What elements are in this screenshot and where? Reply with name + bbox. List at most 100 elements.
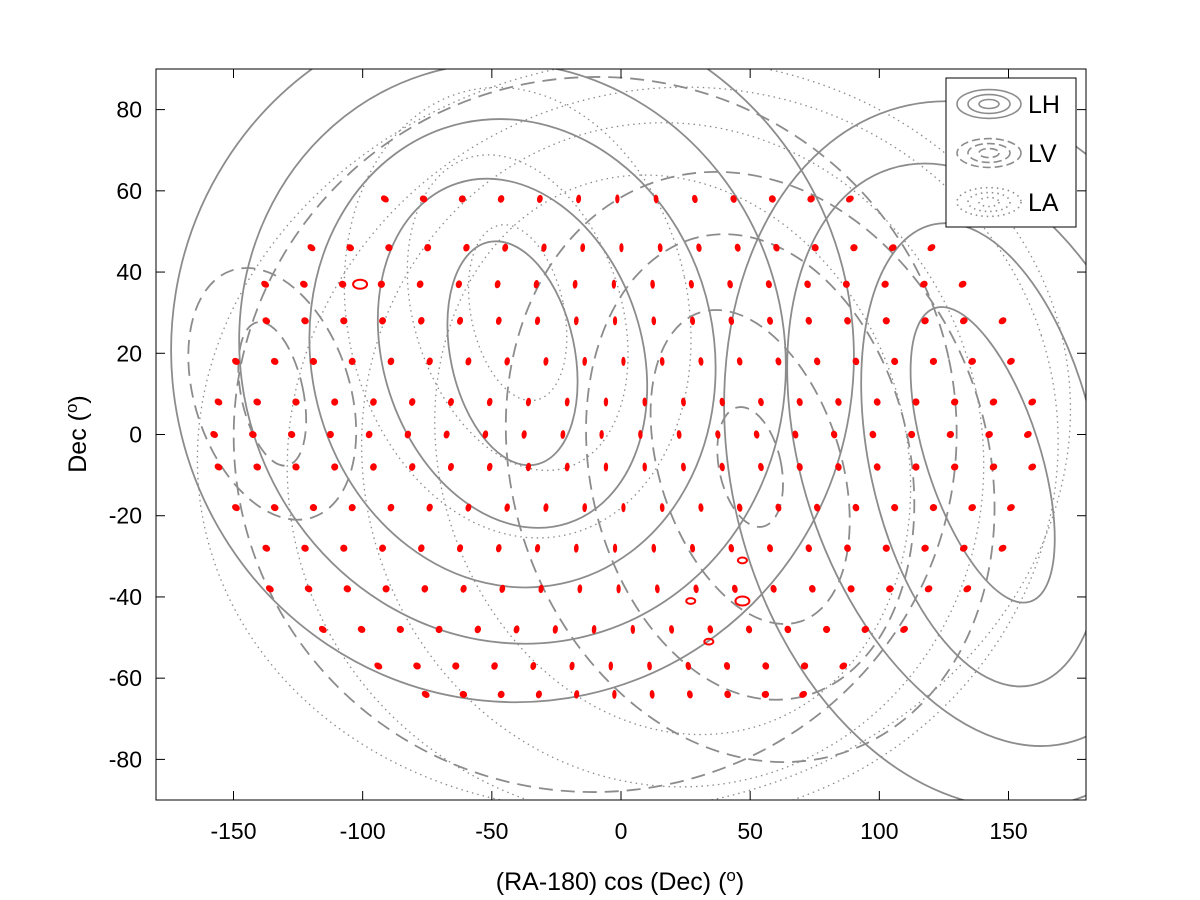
beam-marker	[603, 397, 609, 407]
beam-marker	[387, 357, 395, 366]
legend-item-lh: LH	[956, 88, 1060, 120]
beam-marker	[612, 543, 618, 553]
beam-marker	[873, 398, 881, 406]
beam-marker	[731, 584, 738, 593]
beam-marker	[292, 398, 300, 406]
beam-marker	[463, 243, 470, 252]
beam-marker	[728, 316, 735, 325]
beam-marker	[1007, 504, 1015, 512]
contour-la	[360, 122, 985, 788]
beam-marker	[543, 503, 549, 512]
beam-marker-large	[703, 637, 715, 646]
beam-marker	[1007, 357, 1015, 365]
beam-marker	[497, 195, 505, 203]
beam-marker	[690, 543, 696, 553]
x-axis-label: (RA-180) cos (Dec) (o)	[496, 866, 744, 896]
beam-marker	[270, 504, 279, 512]
beam-marker	[951, 463, 959, 471]
beam-marker	[292, 463, 300, 471]
legend-swatch	[956, 137, 1022, 169]
beam-marker	[419, 195, 428, 203]
beam-marker	[921, 317, 929, 325]
beam-marker	[758, 462, 764, 472]
y-axis: -80 -60 -40 -20 0 20 40 60 80	[109, 97, 1086, 772]
beam-marker	[577, 584, 583, 594]
beam-marker	[762, 662, 770, 670]
beam-marker	[968, 357, 976, 365]
beam-marker	[491, 662, 498, 670]
beam-marker	[460, 584, 467, 593]
y-tick-label: 0	[129, 422, 142, 448]
beam-marker	[912, 398, 920, 406]
beam-marker	[465, 357, 472, 366]
beam-marker	[603, 462, 609, 472]
beam-marker	[380, 195, 389, 203]
beam-marker-large	[736, 556, 748, 565]
legend-swatch	[978, 147, 1000, 159]
beam-marker	[409, 463, 416, 471]
beam-marker	[338, 280, 347, 288]
beam-marker	[543, 357, 549, 366]
beam-marker	[525, 397, 532, 407]
beam-marker	[525, 462, 532, 472]
beam-marker	[270, 357, 279, 365]
beam-marker	[495, 316, 502, 325]
legend-swatch	[956, 88, 1022, 120]
beam-marker	[861, 625, 870, 633]
beam-marker	[582, 503, 587, 513]
beam-marker	[447, 398, 454, 406]
beam-marker	[482, 430, 489, 439]
beam-marker	[504, 357, 510, 366]
beam-marker	[497, 690, 505, 699]
beam-marker	[649, 690, 655, 699]
beam-marker	[387, 503, 395, 512]
contour-lv	[232, 76, 958, 793]
beam-marker	[873, 463, 881, 471]
beam-marker	[495, 544, 502, 553]
beam-marker	[346, 244, 355, 252]
beam-marker	[365, 430, 373, 439]
beam-marker	[963, 585, 972, 593]
beam-marker	[882, 317, 890, 325]
beam-marker	[455, 280, 463, 289]
beam-marker	[214, 398, 223, 406]
marker-layer	[210, 194, 1037, 699]
beam-marker	[530, 661, 537, 671]
contour-lh	[376, 177, 649, 529]
beam-marker	[409, 398, 416, 406]
beam-marker	[357, 625, 366, 633]
beam-marker	[494, 280, 501, 289]
contour-lv	[187, 267, 358, 521]
beam-marker	[304, 585, 313, 593]
x-tick-label: -100	[340, 818, 386, 844]
beam-marker	[758, 397, 764, 407]
beam-marker	[775, 503, 782, 512]
beam-marker	[340, 317, 348, 325]
beam-marker	[513, 625, 520, 634]
beam-marker	[599, 429, 604, 440]
beam-marker	[891, 503, 899, 512]
beam-marker	[920, 280, 928, 288]
beam-marker	[767, 316, 774, 325]
legend-swatch	[978, 196, 1000, 208]
beam-marker	[745, 625, 753, 634]
beam-marker	[753, 430, 760, 439]
beam-marker	[421, 690, 430, 698]
beam-marker	[734, 243, 741, 252]
beam-marker	[835, 398, 842, 406]
beam-marker	[534, 316, 541, 326]
beam-marker	[844, 317, 851, 325]
beam-marker	[538, 584, 544, 594]
beam-marker	[435, 625, 443, 634]
beam-marker	[811, 244, 819, 252]
y-tick-label: 40	[116, 259, 142, 285]
beam-marker	[340, 544, 348, 552]
beam-marker	[232, 357, 240, 365]
beam-marker	[642, 397, 647, 407]
beam-marker	[261, 280, 270, 288]
beam-marker	[805, 316, 812, 325]
beam-marker	[447, 463, 454, 471]
beam-marker	[630, 624, 636, 634]
beam-marker	[773, 243, 780, 252]
series-lh-contours	[170, 69, 1086, 800]
